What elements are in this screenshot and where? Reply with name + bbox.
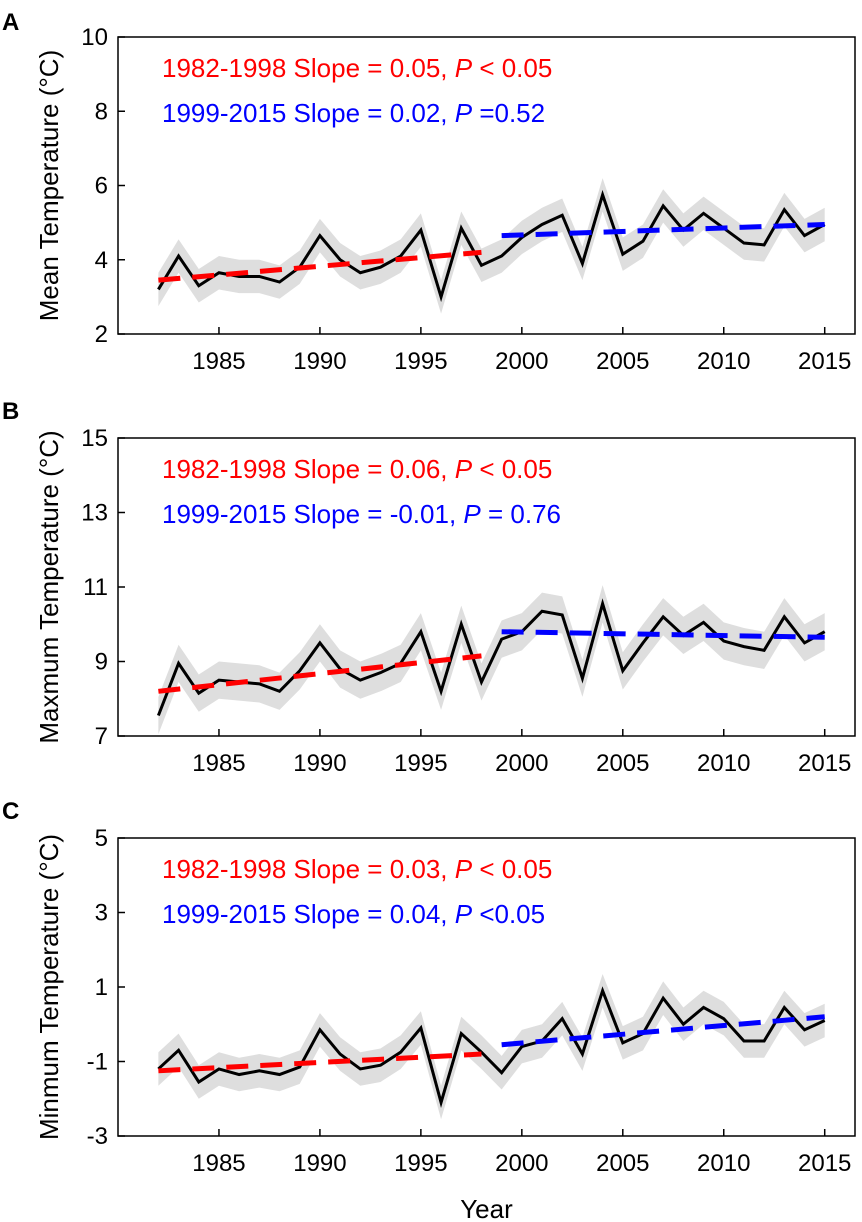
- observed-series-line: [157, 189, 826, 303]
- y-tick-label: 2: [95, 321, 108, 348]
- x-tick-label: 2000: [495, 348, 548, 375]
- x-tick-label: 2005: [596, 348, 649, 375]
- x-tick-label: 1995: [394, 348, 447, 375]
- slope-annotation-red: 1982-1998 Slope = 0.06, P < 0.05: [162, 454, 552, 484]
- y-tick-label: 7: [95, 723, 108, 750]
- panel-c: -3 -1 1 3 5 1985 1990 1995 2000 2005 2010 2015 Minmu…: [2, 798, 856, 1222]
- x-tick-label: 1990: [293, 750, 346, 777]
- y-tick-label: 3: [95, 900, 108, 927]
- slope-annotation-blue: 1999-2015 Slope = 0.04, P <0.05: [162, 899, 545, 929]
- x-tick-label: 2005: [596, 1150, 649, 1177]
- x-tick-label: 1985: [192, 750, 245, 777]
- slope-annotation-blue: 1999-2015 Slope = -0.01, P = 0.76: [162, 499, 561, 529]
- panel-a: 2 4 6 8 10 1985 1990 1995 2000 2005 2010 2015 Mean T…: [2, 9, 856, 375]
- y-axis-label: Mean Temperature (°C): [34, 50, 64, 321]
- observed-series-line: [157, 986, 826, 1109]
- x-tick-label: 2000: [495, 1150, 548, 1177]
- y-tick-label: 8: [95, 98, 108, 125]
- slope-annotation-red: 1982-1998 Slope = 0.05, P < 0.05: [162, 53, 552, 83]
- y-tick-label: 1: [95, 974, 108, 1001]
- y-axis-label: Maxmum Temperature (°C): [34, 430, 64, 743]
- trend-line-blue: [501, 629, 825, 640]
- panel-b: 7 9 11 13 15 1985 1990 1995 2000 2005 2010 2015 Maxm…: [2, 398, 856, 777]
- y-tick-label: 13: [81, 500, 108, 527]
- y-tick-label: 5: [95, 825, 108, 852]
- x-tick-label: 1995: [394, 1150, 447, 1177]
- trend-line-blue: [501, 221, 825, 239]
- y-tick-label: 11: [83, 574, 108, 601]
- panel-letter: A: [2, 9, 19, 36]
- observed-series-line: [156, 598, 826, 717]
- y-tick-label: 4: [95, 247, 108, 274]
- x-tick-label: 2015: [798, 1150, 851, 1177]
- y-tick-label: 9: [95, 649, 108, 676]
- y-tick-label: 6: [95, 173, 108, 200]
- slope-annotation-red: 1982-1998 Slope = 0.03, P < 0.05: [162, 854, 552, 884]
- trend-line-red: [158, 1051, 482, 1074]
- trend-line-red: [158, 653, 482, 694]
- confidence-band: [158, 178, 825, 314]
- confidence-band: [158, 973, 825, 1120]
- trend-line-red: [158, 249, 482, 283]
- x-tick-label: 2000: [495, 750, 548, 777]
- x-tick-label: 1990: [293, 348, 346, 375]
- x-tick-label: 2010: [697, 1150, 750, 1177]
- x-tick-label: 2010: [697, 348, 750, 375]
- slope-annotation-blue: 1999-2015 Slope = 0.02, P =0.52: [162, 98, 545, 128]
- y-tick-label: -3: [87, 1123, 108, 1150]
- panel-letter: C: [2, 798, 19, 825]
- y-axis-label: Minmum Temperature (°C): [34, 834, 64, 1140]
- y-tick-label: 10: [81, 24, 108, 51]
- x-tick-label: 2015: [798, 348, 851, 375]
- x-tick-label: 1990: [293, 1150, 346, 1177]
- trend-line-blue: [501, 1014, 825, 1048]
- x-tick-label: 1985: [192, 1150, 245, 1177]
- x-tick-label: 2015: [798, 750, 851, 777]
- x-tick-label: 1995: [394, 750, 447, 777]
- x-tick-label: 2010: [697, 750, 750, 777]
- x-tick-label: 2005: [596, 750, 649, 777]
- panel-letter: B: [2, 398, 19, 425]
- y-tick-label: -1: [87, 1049, 108, 1076]
- x-axis-label: Year: [460, 1194, 513, 1222]
- x-tick-label: 1985: [192, 348, 245, 375]
- y-tick-label: 15: [81, 425, 108, 452]
